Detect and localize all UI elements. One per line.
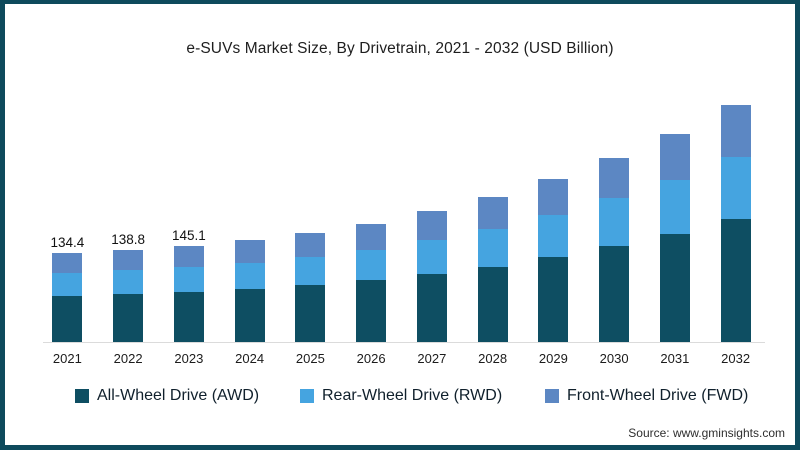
x-tick-2025: 2025 [295,351,325,366]
stacked-bar-2027 [416,211,447,342]
legend-item-awd: All-Wheel Drive (AWD) [75,385,259,407]
legend-swatch-awd [75,389,89,403]
stacked-bar-2025 [295,232,326,342]
bar-segment-2023-awd [173,292,204,342]
bar-segment-2031-rwd [659,180,690,234]
x-tick-2030: 2030 [599,351,629,366]
bar-segment-2023-fwd [173,245,204,267]
legend: All-Wheel Drive (AWD) Rear-Wheel Drive (R… [5,385,795,407]
bar-column-2026 [341,94,402,342]
bar-column-2022: 138.8 [98,94,159,342]
x-tick-2027: 2027 [417,351,447,366]
stacked-bar-2028 [477,197,508,342]
stacked-bar-2022 [113,250,144,342]
bar-segment-2030-rwd [599,198,630,247]
bar-value-label-2023: 145.1 [171,227,206,243]
bar-column-2025 [280,94,341,342]
bar-segment-2024-awd [234,289,265,342]
bar-segment-2030-awd [599,246,630,342]
bar-column-2024 [219,94,280,342]
bar-segment-2022-rwd [113,270,144,295]
bar-segment-2026-rwd [356,249,387,281]
bar-segment-2029-rwd [538,214,569,258]
bar-segment-2023-rwd [173,267,204,292]
plot-area: 134.4 138.8 145.1 [37,94,766,342]
stacked-bar-2030 [599,157,630,342]
stacked-bar-2021 [52,253,83,342]
x-tick-2031: 2031 [660,351,690,366]
x-tick-2021: 2021 [52,351,82,366]
stacked-bar-2032 [720,104,751,342]
bar-segment-2027-awd [416,273,447,342]
x-axis: 2021 2022 2023 2024 2025 2026 2027 2028 2029 2030… [37,351,766,366]
legend-item-fwd: Front-Wheel Drive (FWD) [545,385,748,407]
bar-column-2029 [523,94,584,342]
bar-segment-2026-fwd [356,223,387,250]
x-axis-line [43,342,765,343]
bar-segment-2032-fwd [720,104,751,157]
legend-swatch-rwd [300,389,314,403]
legend-label-awd: All-Wheel Drive (AWD) [97,387,260,404]
bar-segment-2026-awd [356,280,387,342]
bar-segment-2027-fwd [416,211,447,240]
bar-column-2028 [462,94,523,342]
bar-segment-2022-awd [113,294,144,342]
x-tick-2029: 2029 [538,351,568,366]
bar-segment-2021-awd [52,295,83,342]
bar-column-2027 [402,94,463,342]
x-tick-2024: 2024 [235,351,265,366]
bar-segment-2025-rwd [295,256,326,286]
bar-segment-2032-rwd [720,156,751,219]
stacked-bar-2024 [234,240,265,342]
bar-segment-2022-fwd [113,250,144,271]
stacked-bar-2026 [356,223,387,342]
bar-column-2030 [584,94,645,342]
x-tick-2032: 2032 [721,351,751,366]
x-tick-2026: 2026 [356,351,386,366]
bar-column-2023: 145.1 [159,94,220,342]
bar-segment-2021-fwd [52,253,83,273]
bar-value-label-2021: 134.4 [50,235,85,251]
legend-item-rwd: Rear-Wheel Drive (RWD) [300,385,502,407]
bar-segment-2029-fwd [538,178,569,215]
bar-value-label-2022: 138.8 [111,232,146,248]
x-tick-2028: 2028 [478,351,508,366]
bar-segment-2028-awd [477,266,508,342]
stacked-bar-2029 [538,178,569,342]
x-tick-2022: 2022 [113,351,143,366]
bar-segment-2021-rwd [52,272,83,296]
bar-segment-2028-fwd [477,197,508,229]
legend-label-fwd: Front-Wheel Drive (FWD) [567,387,749,404]
bar-segment-2024-fwd [234,240,265,263]
bar-segment-2031-fwd [659,134,690,180]
bar-segment-2031-awd [659,234,690,342]
bar-segment-2028-rwd [477,228,508,267]
bar-segment-2025-awd [295,285,326,342]
bar-column-2032 [705,94,766,342]
stacked-bar-2023 [173,245,204,342]
x-tick-2023: 2023 [174,351,204,366]
bar-column-2031 [645,94,706,342]
source-attribution: Source: www.gminsights.com [628,426,785,440]
legend-label-rwd: Rear-Wheel Drive (RWD) [322,387,503,404]
bar-segment-2025-fwd [295,232,326,257]
bar-segment-2032-awd [720,218,751,342]
chart-title: e-SUVs Market Size, By Drivetrain, 2021 … [186,40,614,57]
bar-segment-2029-awd [538,257,569,342]
bar-segment-2027-rwd [416,239,447,274]
bar-segment-2024-rwd [234,262,265,289]
stacked-bar-2031 [659,134,690,342]
legend-swatch-fwd [545,389,559,403]
bar-column-2021: 134.4 [37,94,98,342]
bar-segment-2030-fwd [599,157,630,199]
